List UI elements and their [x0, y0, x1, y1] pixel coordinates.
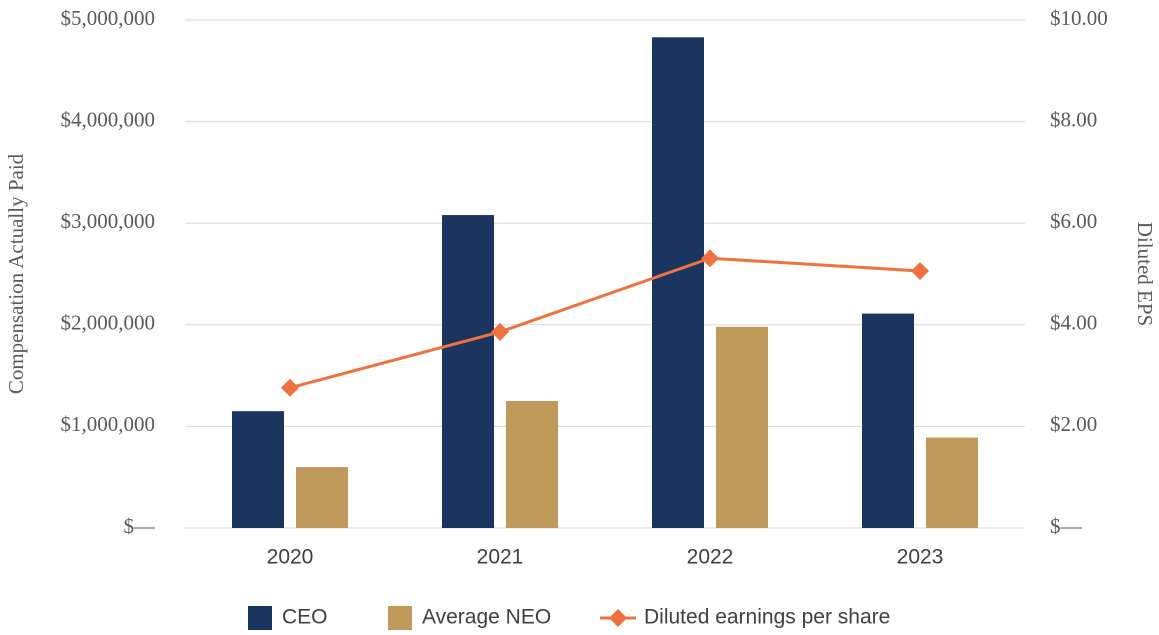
line-marker [281, 378, 299, 397]
bar [926, 437, 978, 528]
y-axis-title: Compensation Actually Paid [4, 153, 28, 394]
y2-tick-label: $4.00 [1050, 311, 1097, 335]
legend-marker [609, 609, 627, 627]
line-marker [911, 261, 929, 280]
y2-tick-label: $10.00 [1050, 6, 1108, 30]
bar [862, 313, 914, 528]
legend-swatch [388, 606, 412, 630]
bar [232, 411, 284, 528]
bar [442, 215, 494, 528]
legend-label: Average NEO [422, 606, 551, 629]
bar [296, 467, 348, 528]
bar [716, 326, 768, 528]
legend-label: CEO [282, 606, 328, 629]
x-tick-label: 2021 [477, 546, 524, 569]
line [289, 256, 921, 390]
legend-swatch [248, 606, 272, 630]
y2-tick-label: $2.00 [1050, 412, 1097, 436]
y-tick-label: $4,000,000 [61, 107, 156, 131]
y-tick-label: $— [124, 514, 157, 538]
y2-axis-title: Diluted EPS [1133, 222, 1157, 326]
legend-label: Diluted earnings per share [644, 606, 890, 629]
x-tick-label: 2020 [267, 546, 314, 569]
bar [506, 401, 558, 528]
y2-tick-label: $6.00 [1050, 209, 1097, 233]
y2-tick-label: $— [1050, 514, 1083, 538]
line-marker [701, 249, 719, 268]
bar [652, 37, 704, 528]
line-marker [491, 322, 509, 341]
x-tick-label: 2023 [897, 546, 944, 569]
y-tick-label: $3,000,000 [61, 209, 156, 233]
y2-tick-label: $8.00 [1050, 107, 1097, 131]
y-tick-label: $1,000,000 [61, 412, 156, 436]
x-tick-label: 2022 [687, 546, 734, 569]
y-tick-label: $5,000,000 [61, 6, 156, 30]
y-tick-label: $2,000,000 [61, 311, 156, 335]
